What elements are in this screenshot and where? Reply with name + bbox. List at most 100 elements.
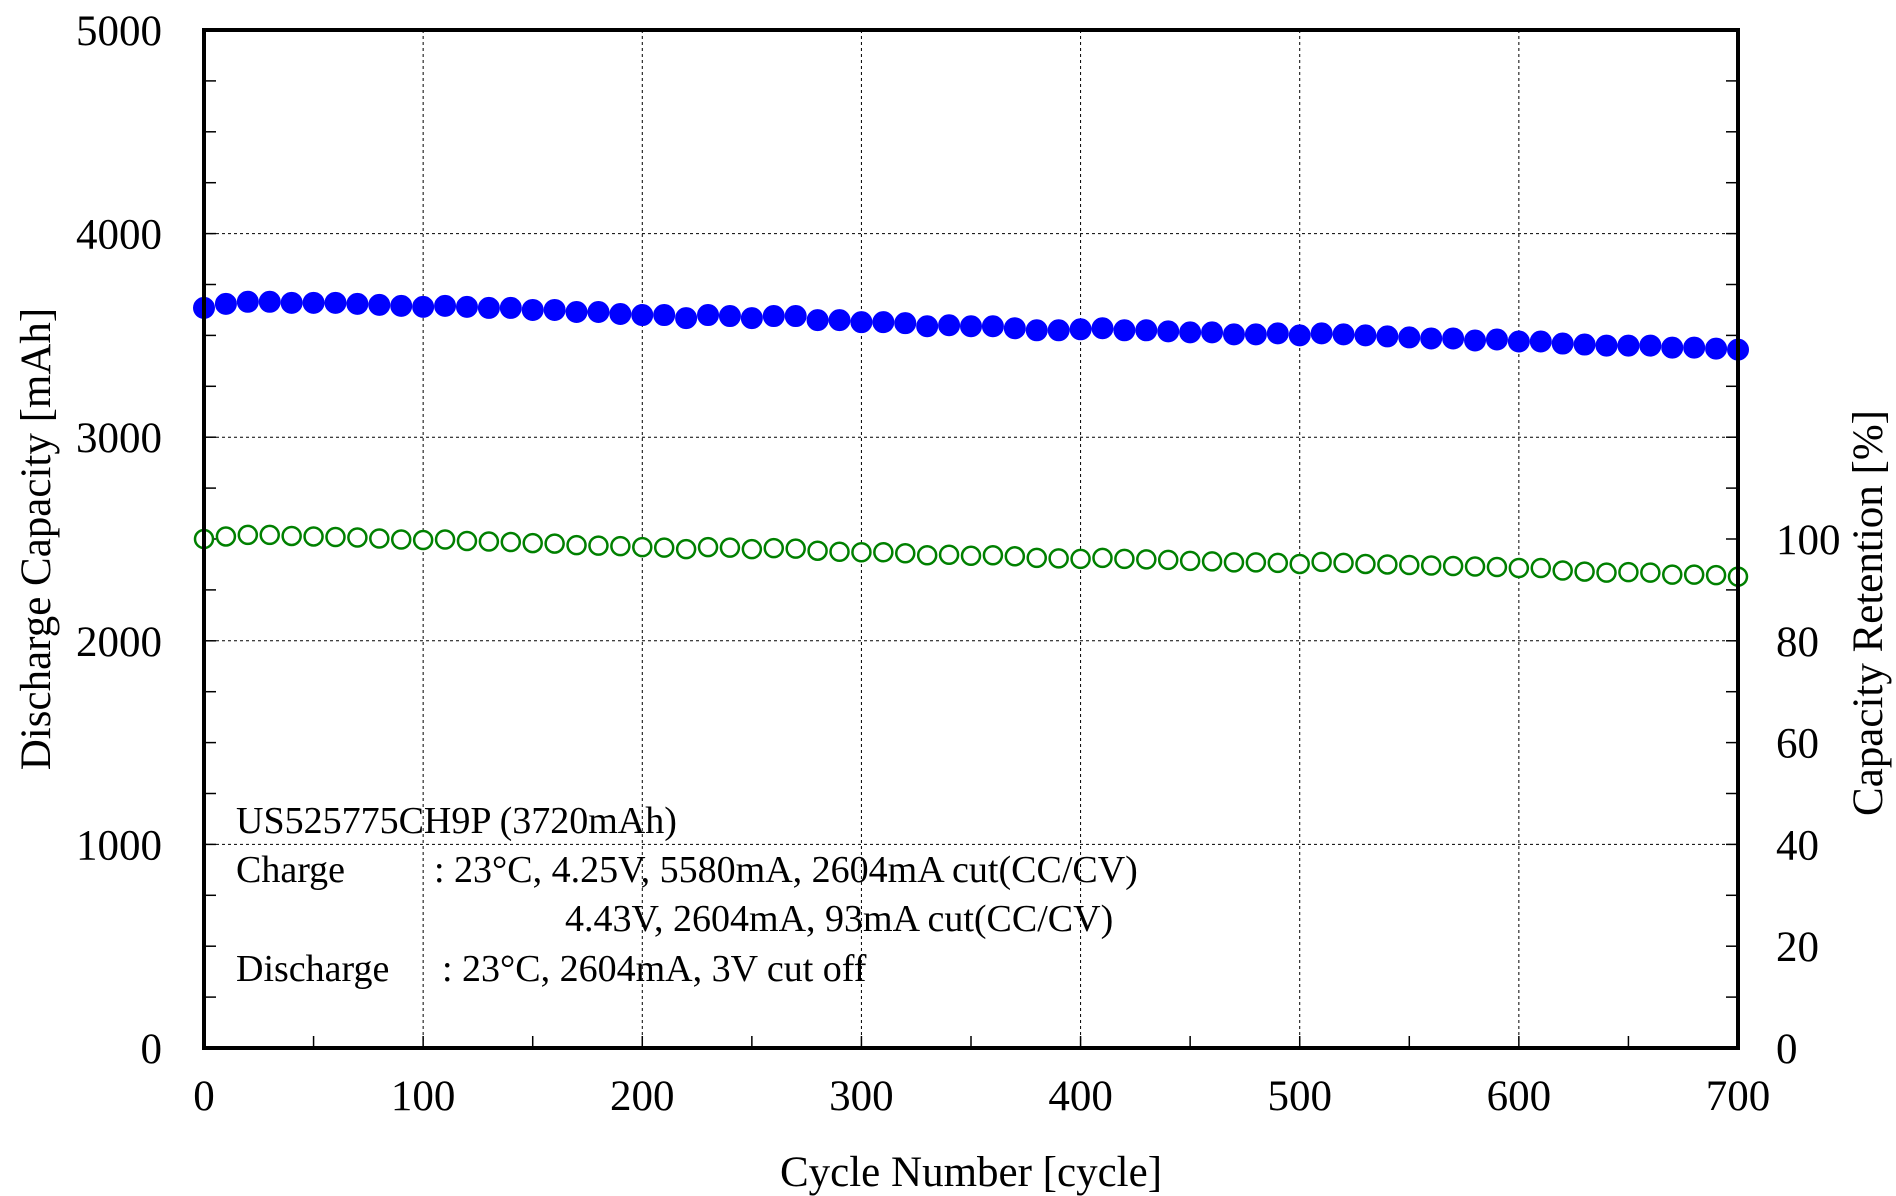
discharge-capacity-point <box>1507 330 1530 353</box>
discharge-capacity-point <box>214 292 237 315</box>
capacity-retention-point <box>938 544 960 566</box>
discharge-capacity-point <box>1683 336 1706 359</box>
discharge-capacity-point <box>477 296 500 319</box>
capacity-retention-point <box>1245 552 1267 573</box>
capacity-retention-point <box>873 541 894 563</box>
capacity-retention-point <box>1267 552 1289 574</box>
capacity-retention-point <box>1070 548 1091 570</box>
x-tick-label: 300 <box>829 1073 894 1120</box>
discharge-capacity-point <box>675 307 698 330</box>
annotation-charge-label: Charge <box>236 849 345 891</box>
capacity-retention-point <box>1311 551 1332 573</box>
capacity-retention-point <box>1442 555 1464 577</box>
discharge-capacity-point <box>1069 318 1092 341</box>
y-tick-label: 3000 <box>76 415 162 462</box>
y-tick-label: 2000 <box>76 619 162 666</box>
y2-tick-label: 100 <box>1776 517 1841 564</box>
discharge-capacity-point <box>1529 330 1552 353</box>
x-tick-label: 700 <box>1706 1073 1771 1120</box>
discharge-capacity-point <box>938 314 961 337</box>
y-tick-label: 5000 <box>76 8 162 55</box>
capacity-retention-point <box>1662 564 1683 585</box>
capacity-retention-point <box>960 545 982 567</box>
capacity-retention-point <box>1333 552 1354 574</box>
capacity-retention-point <box>1683 564 1705 585</box>
capacity-retention-point <box>1486 556 1508 578</box>
capacity-retention-point <box>1574 561 1595 582</box>
capacity-retention-point <box>1640 562 1661 583</box>
capacity-retention-point <box>719 537 741 558</box>
discharge-capacity-point <box>653 304 676 327</box>
data-series <box>193 290 1749 587</box>
capacity-retention-point <box>1114 548 1135 570</box>
y-axis-title: Discharge Capacity [mAh] <box>13 308 60 771</box>
capacity-retention-point <box>1705 564 1727 586</box>
discharge-capacity-point <box>390 294 413 317</box>
discharge-capacity-point <box>543 298 566 321</box>
capacity-retention-point <box>434 529 456 550</box>
discharge-capacity-point <box>718 305 741 328</box>
discharge-capacity-point <box>324 291 347 314</box>
discharge-capacity-point <box>697 304 720 327</box>
capacity-retention-point <box>1596 562 1617 583</box>
discharge-capacity-point <box>1179 321 1202 344</box>
discharge-capacity-point <box>565 300 588 323</box>
discharge-capacity-point <box>1113 319 1136 342</box>
discharge-capacity-point <box>1266 322 1289 345</box>
discharge-capacity-point <box>1442 327 1465 350</box>
discharge-capacity-point <box>806 309 829 332</box>
capacity-retention-point <box>1179 550 1201 572</box>
discharge-capacity-point <box>1091 317 1114 340</box>
capacity-retention-point <box>632 536 653 558</box>
annotation-cell-model: US525775CH9P (3720mAh) <box>236 800 677 842</box>
discharge-capacity-point <box>521 298 544 321</box>
capacity-retention-point <box>566 534 587 556</box>
capacity-retention-point <box>237 524 259 546</box>
discharge-capacity-point <box>280 291 303 314</box>
discharge-capacity-point <box>412 295 435 318</box>
capacity-retention-point <box>763 537 785 559</box>
capacity-retention-point <box>741 538 763 560</box>
discharge-capacity-point <box>368 293 391 316</box>
capacity-retention-point <box>675 538 697 560</box>
discharge-capacity-point <box>1288 324 1311 347</box>
capacity-retention-point <box>1201 551 1223 572</box>
capacity-retention-point <box>1508 557 1530 579</box>
capacity-retention-point <box>478 531 500 552</box>
annotation-charge-step2: 4.43V, 2604mA, 93mA cut(CC/CV) <box>565 898 1113 940</box>
capacity-retention-point <box>895 543 916 564</box>
capacity-retention-point <box>1377 554 1398 575</box>
capacity-retention-point <box>588 535 609 556</box>
discharge-capacity-point <box>1332 323 1355 346</box>
annotation-box: US525775CH9P (3720mAh) Charge : 23°C, 4.… <box>236 800 1138 990</box>
capacity-retention-point <box>982 545 1004 566</box>
discharge-capacity-point <box>1661 336 1684 359</box>
capacity-retention-series <box>193 524 1749 587</box>
discharge-capacity-point <box>1354 324 1377 347</box>
capacity-retention-point <box>1355 553 1376 575</box>
discharge-capacity-point <box>1705 337 1728 360</box>
capacity-retention-point <box>303 526 324 547</box>
y2-tick-label: 0 <box>1776 1026 1798 1073</box>
discharge-capacity-point <box>1244 323 1267 346</box>
gridlines <box>204 30 1738 1048</box>
discharge-capacity-point <box>1398 326 1421 349</box>
y-tick-label: 0 <box>141 1026 163 1073</box>
capacity-retention-point <box>390 529 412 550</box>
discharge-capacity-point <box>1485 328 1508 351</box>
discharge-capacity-point <box>609 303 632 326</box>
capacity-retention-point <box>1420 555 1442 576</box>
capacity-retention-point <box>916 545 938 566</box>
capacity-retention-point <box>325 526 346 548</box>
discharge-capacity-point <box>1376 325 1399 348</box>
capacity-retention-point <box>851 541 872 563</box>
discharge-capacity-point <box>1310 322 1333 345</box>
discharge-capacity-point <box>346 292 369 315</box>
capacity-retention-point <box>1026 547 1047 569</box>
discharge-capacity-point <box>762 305 785 328</box>
x-tick-label: 400 <box>1048 1073 1113 1120</box>
capacity-retention-point <box>1618 561 1639 583</box>
capacity-retention-point <box>1092 547 1113 569</box>
capacity-retention-point <box>829 541 850 562</box>
